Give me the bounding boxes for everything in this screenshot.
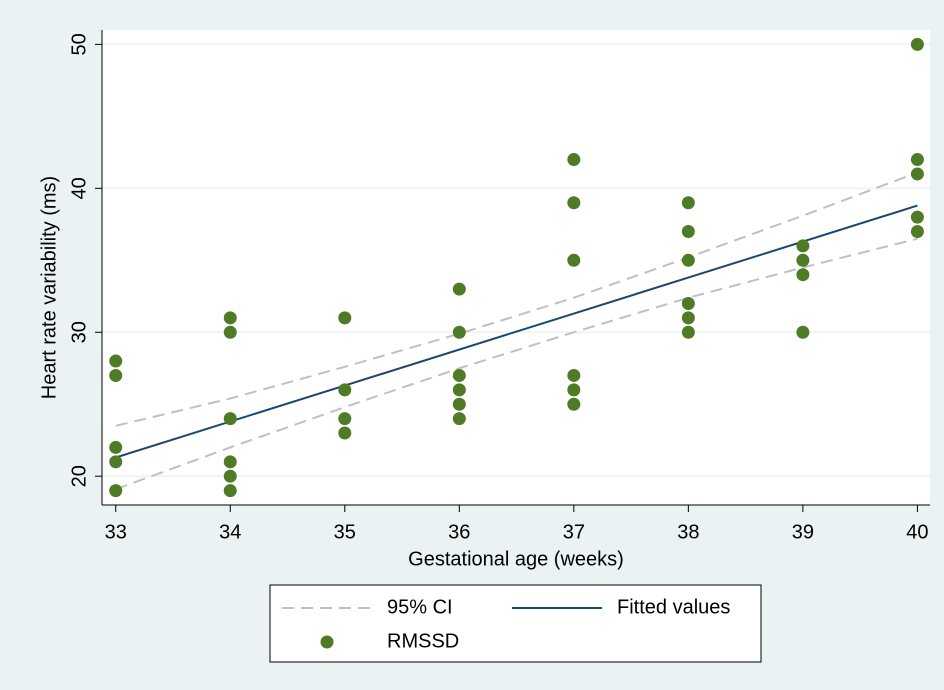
- point: [796, 325, 810, 339]
- legend-label: Fitted values: [617, 596, 730, 618]
- point: [910, 167, 924, 181]
- point: [338, 311, 352, 325]
- ci-upper: [115, 171, 918, 427]
- point: [452, 325, 466, 339]
- point: [452, 412, 466, 426]
- y-axis-label: Heart rate variability (ms): [38, 176, 60, 399]
- point: [567, 383, 581, 397]
- y-tick-label: 30: [68, 321, 90, 343]
- point: [109, 354, 123, 368]
- legend-label: 95% CI: [387, 596, 453, 618]
- point: [223, 469, 237, 483]
- point: [223, 484, 237, 498]
- point: [223, 412, 237, 426]
- point: [452, 383, 466, 397]
- x-tick-label: 36: [448, 521, 470, 543]
- point: [796, 253, 810, 267]
- y-tick-label: 20: [68, 465, 90, 487]
- legend-label: RMSSD: [387, 630, 459, 652]
- point: [910, 210, 924, 224]
- point: [109, 440, 123, 454]
- point: [567, 397, 581, 411]
- point: [910, 37, 924, 51]
- x-tick-label: 40: [906, 521, 928, 543]
- point: [338, 426, 352, 440]
- x-tick-label: 39: [792, 521, 814, 543]
- point: [338, 383, 352, 397]
- point: [910, 225, 924, 239]
- point: [452, 368, 466, 382]
- point: [681, 196, 695, 210]
- point: [567, 253, 581, 267]
- legend-box: [269, 584, 762, 663]
- x-axis-label: Gestational age (weeks): [408, 548, 624, 570]
- point: [109, 368, 123, 382]
- y-tick-label: 40: [68, 177, 90, 199]
- point: [223, 311, 237, 325]
- point: [223, 455, 237, 469]
- x-tick-label: 35: [334, 521, 356, 543]
- point: [796, 268, 810, 282]
- point: [567, 153, 581, 167]
- x-tick-label: 33: [105, 521, 127, 543]
- plot-area: [102, 30, 930, 505]
- point: [567, 368, 581, 382]
- x-tick-label: 38: [677, 521, 699, 543]
- point: [452, 397, 466, 411]
- legend-key: [320, 635, 334, 649]
- point: [452, 282, 466, 296]
- point: [338, 412, 352, 426]
- point: [681, 225, 695, 239]
- point: [796, 239, 810, 253]
- point: [109, 484, 123, 498]
- point: [910, 153, 924, 167]
- point: [223, 325, 237, 339]
- fitted-line: [115, 204, 918, 459]
- point: [681, 325, 695, 339]
- x-tick-label: 34: [219, 521, 241, 543]
- y-tick-label: 50: [68, 33, 90, 55]
- point: [109, 455, 123, 469]
- point: [681, 311, 695, 325]
- ci-lower: [115, 237, 918, 491]
- point: [567, 196, 581, 210]
- point: [681, 253, 695, 267]
- x-tick-label: 37: [563, 521, 585, 543]
- point: [681, 296, 695, 310]
